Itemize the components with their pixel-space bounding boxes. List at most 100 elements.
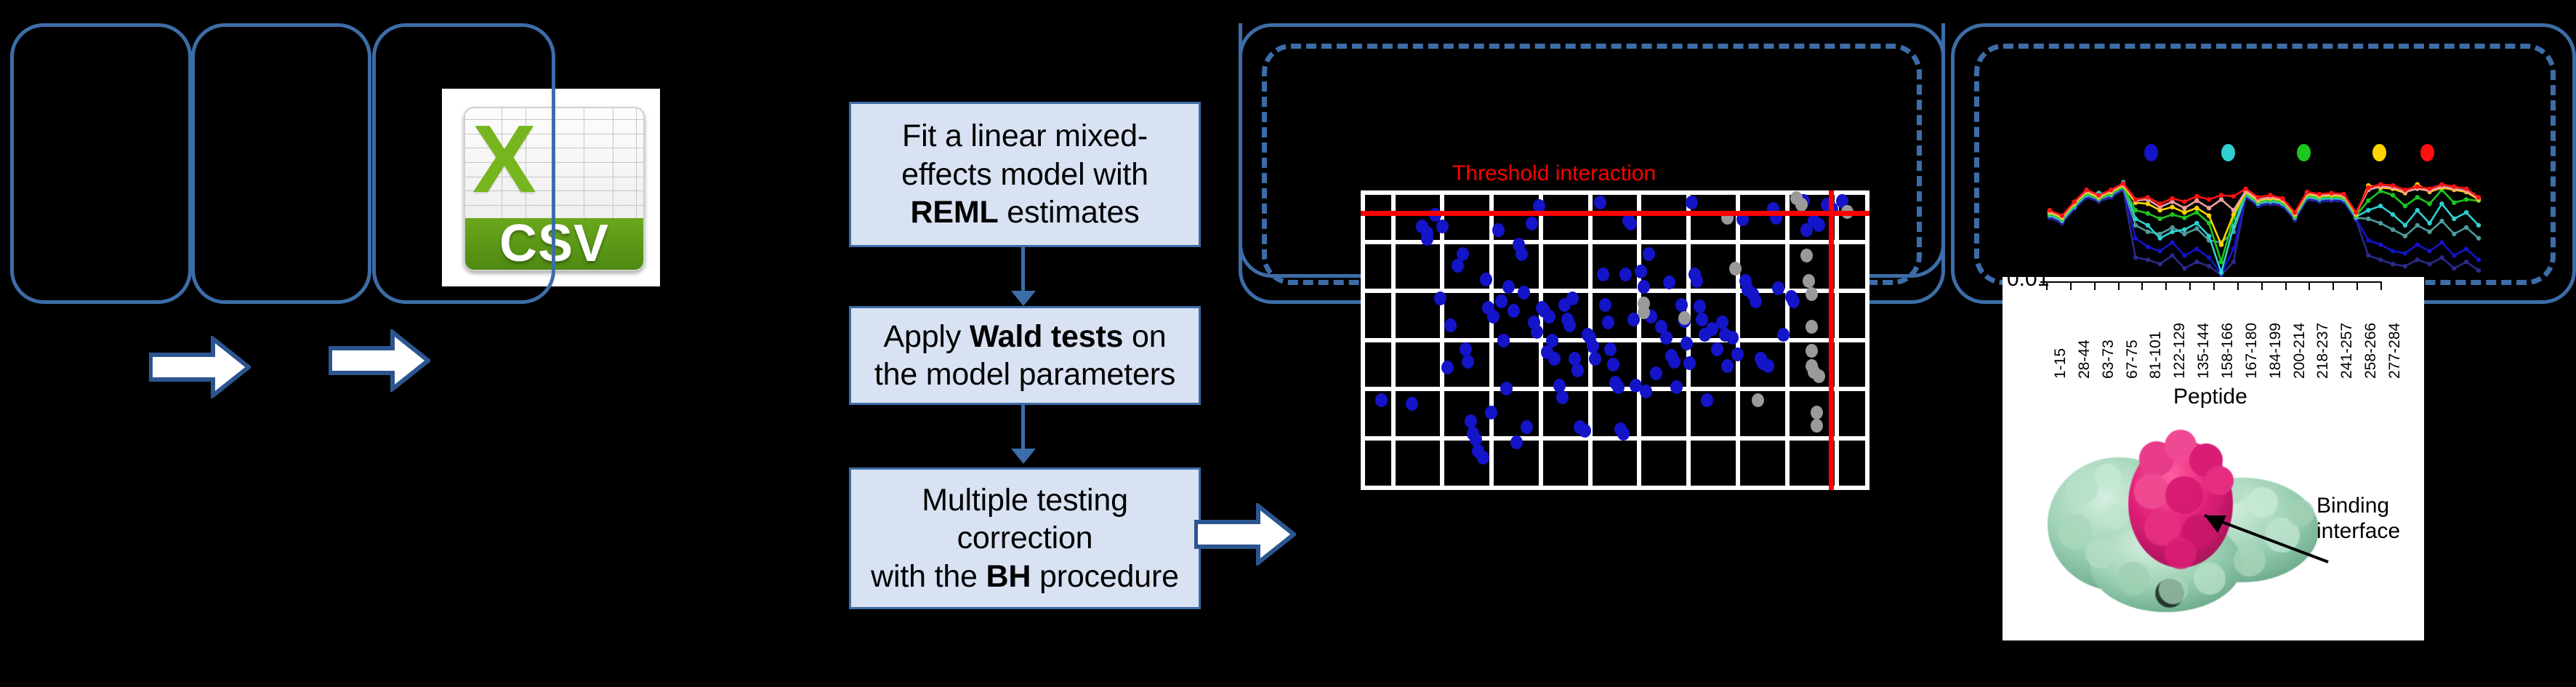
peptide-tick-label: 81-101	[2147, 331, 2165, 379]
peptide-series-marker	[2452, 265, 2457, 271]
scatter-point	[1675, 297, 1688, 312]
peptide-series-marker	[2182, 231, 2187, 236]
peptide-series-marker	[2452, 184, 2457, 189]
scatter-point	[1375, 393, 1388, 408]
peptide-series-marker	[2096, 193, 2101, 198]
scatter-point	[1500, 381, 1513, 395]
scatter-point	[1459, 342, 1472, 357]
peptide-series-marker	[2157, 236, 2162, 241]
gridline-v	[1361, 190, 1365, 490]
scatter-point	[1492, 222, 1505, 237]
scatter-point	[1650, 366, 1662, 381]
peptide-tick	[2069, 281, 2072, 290]
scatter-point	[1813, 369, 1825, 384]
peptide-series-marker	[2206, 220, 2212, 226]
peptide-series-marker	[2170, 240, 2175, 245]
peptide-tick-label: 158-166	[2219, 322, 2236, 379]
peptide-series-marker	[2415, 257, 2420, 262]
peptide-series-marker	[2194, 206, 2199, 211]
peptide-series-marker	[2415, 184, 2420, 189]
scatter-point	[1464, 414, 1477, 429]
process-box-wald[interactable]: Apply Wald tests on the model parameters	[849, 306, 1201, 405]
peptide-series-marker	[2378, 242, 2383, 247]
peptide-tick	[2117, 281, 2120, 290]
peptide-series-marker	[2157, 201, 2162, 206]
scatter-point	[1406, 396, 1418, 411]
scatter-point	[1611, 379, 1625, 394]
peptide-series-marker	[2206, 233, 2212, 238]
peptide-tick-label: 241-257	[2338, 322, 2356, 379]
peptide-series-marker	[2366, 253, 2371, 258]
peptide-tick	[2213, 281, 2215, 290]
peptide-series-marker	[2390, 227, 2396, 232]
peptide-series-marker	[2427, 249, 2432, 254]
peptide-series-marker	[2133, 208, 2138, 213]
scatter-point	[1569, 351, 1581, 366]
process-box-bh[interactable]: Multiple testing correction with the BH pr…	[849, 467, 1201, 609]
peptide-series-marker	[2133, 255, 2138, 260]
scatter-point	[1795, 197, 1808, 212]
gridline-v	[1637, 190, 1641, 490]
peptide-series-marker	[2194, 210, 2199, 215]
peptide-series-marker	[2292, 210, 2298, 215]
peptide-series-marker	[2194, 220, 2199, 226]
peptide-y-axis-label: 0.01	[2007, 277, 2050, 291]
gridline-h	[1361, 436, 1869, 441]
panel-1-empty	[10, 23, 192, 304]
scatter-point	[1589, 351, 1601, 366]
peptide-series-marker	[2304, 189, 2310, 195]
peptide-series-marker	[2218, 193, 2224, 198]
scatter-point	[1805, 287, 1818, 302]
peptide-series-marker	[2182, 227, 2187, 232]
arrow-into-data	[149, 336, 251, 398]
peptide-series-marker	[2268, 193, 2273, 198]
scatter-point	[1566, 292, 1579, 306]
panel-3-statistics	[372, 23, 555, 304]
scatter-point	[1787, 294, 1800, 309]
scatter-point	[1627, 313, 1640, 327]
peptide-tick-label: 135-144	[2195, 322, 2213, 379]
binding-interface-label: Binding interface	[2317, 494, 2400, 544]
scatter-point	[1508, 303, 1520, 318]
peptide-series-marker	[2157, 204, 2162, 209]
peptide-series-marker	[2170, 204, 2175, 209]
scatter-point	[1637, 279, 1650, 294]
peptide-series-marker	[2390, 249, 2396, 254]
peptide-series-marker	[2341, 191, 2346, 197]
peptide-series-marker	[2402, 233, 2408, 238]
legend-dot-blue	[2144, 144, 2158, 161]
scatter-point	[1683, 355, 1696, 370]
process-box-reml[interactable]: Fit a linear mixed-effects model with REM…	[849, 102, 1201, 247]
peptide-series-marker	[2463, 260, 2469, 265]
peptide-tick	[2333, 281, 2335, 290]
scatter-point	[1800, 222, 1813, 237]
peptide-series-marker	[2415, 222, 2420, 228]
peptide-series-marker	[2182, 265, 2187, 271]
peptide-series-marker	[2402, 251, 2408, 256]
scatter-point	[1625, 217, 1637, 231]
peptide-series-marker	[2170, 225, 2175, 230]
peptide-tick-label: 258-266	[2362, 322, 2380, 379]
peptide-series-marker	[2463, 186, 2469, 191]
scatter-point	[1518, 286, 1530, 300]
peptide-series-marker	[2084, 187, 2089, 193]
peptide-tick	[2380, 281, 2382, 290]
peptide-series-marker	[2452, 231, 2457, 236]
peptide-series-marker	[2463, 210, 2469, 215]
peptide-series-marker	[2206, 197, 2212, 202]
scatter-point	[1706, 321, 1718, 336]
peptide-series-marker	[2390, 183, 2396, 188]
legend-dot-yellow	[2372, 144, 2386, 161]
peptide-series-marker	[2415, 242, 2420, 247]
peptide-series-marker	[2133, 236, 2138, 241]
peptide-series-marker	[2378, 204, 2383, 209]
scatter-point	[1520, 420, 1533, 435]
peptide-x-axis	[2040, 281, 2382, 283]
volcano-scatter-chart: Threshold interaction Threshold state	[1330, 131, 1883, 509]
scatter-point	[1803, 273, 1815, 288]
peptide-series-marker	[2218, 270, 2224, 276]
peptide-series-marker	[2390, 193, 2396, 198]
structure-inset: 0.01 1-15 28-44 63-73 67-75 81-101 122-129 135…	[2003, 277, 2424, 640]
peptide-series-marker	[2218, 242, 2224, 247]
peptide-series-marker	[2329, 190, 2334, 196]
